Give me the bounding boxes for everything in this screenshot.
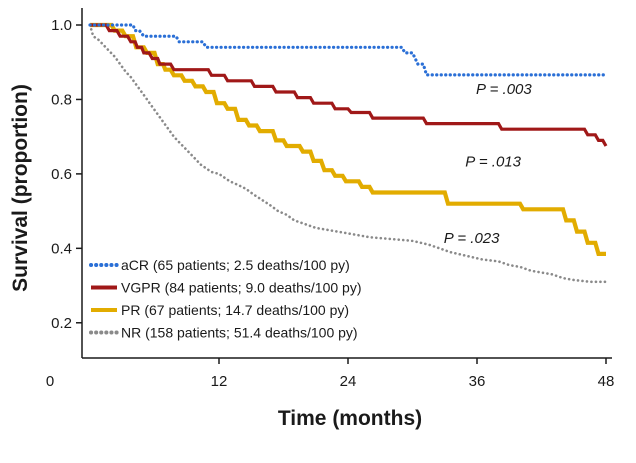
- series-line-pr: [90, 22, 606, 256]
- x-tick-label: 36: [469, 373, 486, 390]
- y-tick-label: 0.8: [51, 91, 72, 108]
- x-tick-label: 48: [598, 373, 615, 390]
- x-ticks: 0 12 24 36 48: [46, 358, 615, 390]
- legend-label-acr: aCR (65 patients; 2.5 deaths/100 py): [121, 257, 350, 273]
- y-tick-label: 0.6: [51, 166, 72, 183]
- p-value-label: P = .013: [465, 153, 521, 170]
- x-tick-label: 24: [340, 373, 357, 390]
- y-tick-label: 0.4: [51, 240, 72, 257]
- series-group: [88, 22, 608, 284]
- y-axis-title: Survival (proportion): [9, 84, 32, 292]
- series-line-nr: [88, 23, 608, 284]
- x-axis-title: Time (months): [278, 407, 422, 430]
- axes: [81, 8, 612, 359]
- p-value-label: P = .003: [476, 81, 532, 98]
- y-tick-label: 0.2: [51, 315, 72, 332]
- x-tick-label: 12: [211, 373, 228, 390]
- series-line-acr: [88, 23, 608, 77]
- p-value-annotations: P = .003 P = .013 P = .023: [444, 81, 533, 247]
- x-tick-label: 0: [46, 373, 54, 390]
- series-line-vgpr: [90, 23, 608, 147]
- legend-label-pr: PR (67 patients; 14.7 deaths/100 py): [121, 302, 349, 318]
- p-value-label: P = .023: [444, 230, 500, 247]
- y-tick-label: 1.0: [51, 17, 72, 34]
- legend: aCR (65 patients; 2.5 deaths/100 py) VGPR…: [89, 257, 361, 341]
- y-ticks: 0.2 0.4 0.6 0.8 1.0: [51, 17, 82, 332]
- legend-label-nr: NR (158 patients; 51.4 deaths/100 py): [121, 325, 358, 341]
- legend-label-vgpr: VGPR (84 patients; 9.0 deaths/100 py): [121, 280, 361, 296]
